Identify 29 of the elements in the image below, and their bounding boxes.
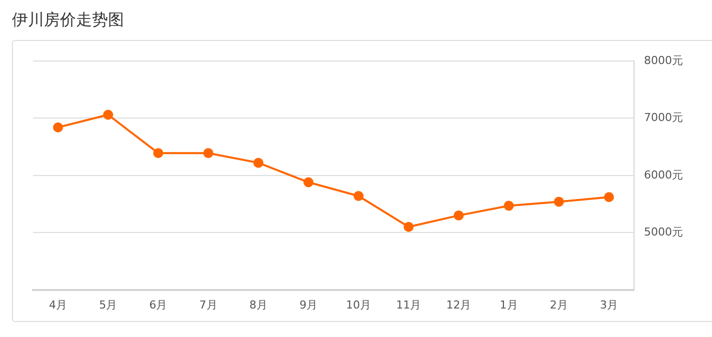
y-tick-label: 6000元	[644, 168, 684, 182]
x-tick-label: 7月	[199, 298, 218, 312]
x-tick-label: 4月	[49, 298, 68, 312]
point	[354, 190, 364, 201]
point	[554, 196, 564, 207]
point	[153, 148, 164, 158]
point	[454, 210, 464, 220]
x-tick-label: 12月	[446, 298, 472, 312]
y-tick-label: 8000元	[644, 54, 684, 67]
chart-title: 伊川房价走势图	[12, 10, 125, 31]
x-tick-label: 9月	[299, 298, 318, 312]
point	[404, 222, 414, 232]
x-tick-label: 6月	[149, 298, 168, 312]
y-tick-label: 5000元	[644, 225, 684, 238]
x-tick-label: 10月	[346, 298, 372, 312]
point	[103, 110, 114, 120]
x-tick-label: 1月	[500, 298, 518, 312]
point	[253, 158, 264, 168]
y-tick-label: 7000元	[644, 111, 684, 124]
x-tick-label: 5月	[99, 298, 118, 312]
point	[303, 177, 314, 188]
x-tick-label: 11月	[396, 298, 422, 312]
x-tick-label: 8月	[249, 298, 268, 312]
point	[53, 122, 64, 132]
x-tick-label: 3月	[600, 298, 618, 312]
point	[203, 148, 214, 158]
point	[504, 200, 514, 211]
point	[604, 192, 614, 202]
x-tick-label: 2月	[550, 298, 568, 312]
